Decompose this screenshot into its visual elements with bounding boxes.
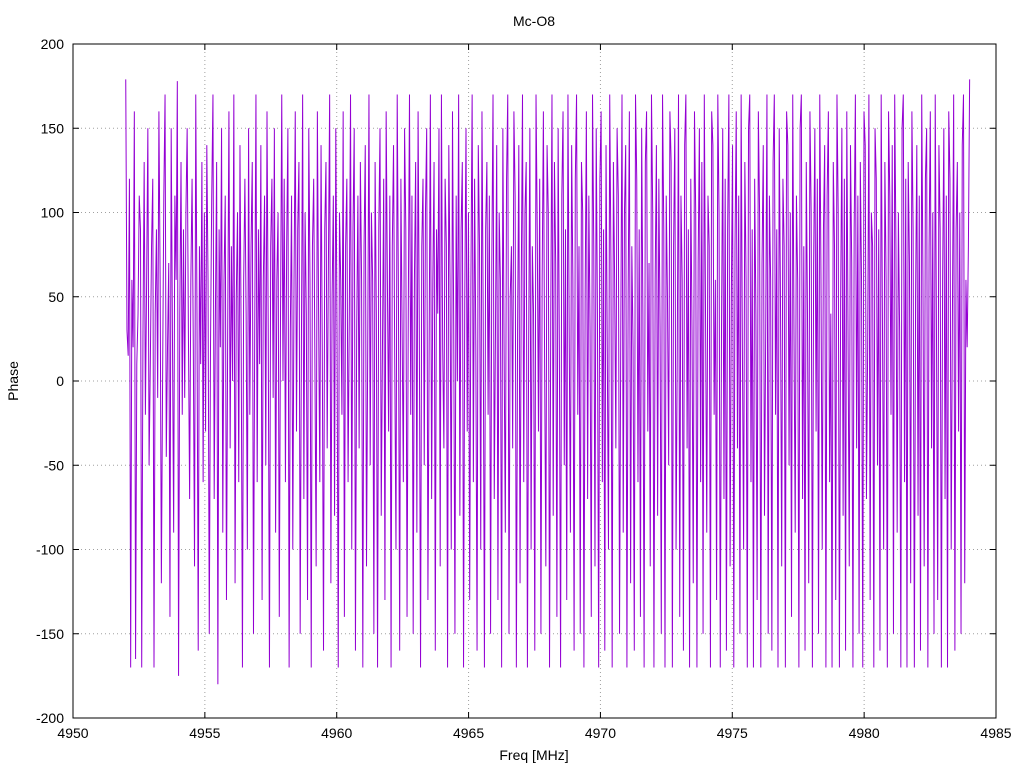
- x-tick-label: 4965: [453, 725, 484, 741]
- x-axis-label: Freq [MHz]: [499, 747, 568, 763]
- y-tick-label: 0: [56, 373, 64, 389]
- phase-series-line: [125, 79, 971, 685]
- x-tick-label: 4985: [980, 725, 1011, 741]
- y-tick-label: 200: [41, 36, 65, 52]
- y-tick-label: 100: [41, 205, 65, 221]
- y-axis-label: Phase: [5, 361, 21, 401]
- x-tick-label: 4960: [321, 725, 352, 741]
- chart-title: Mc-O8: [513, 13, 555, 29]
- y-tick-label: -100: [36, 542, 64, 558]
- x-tick-label: 4980: [849, 725, 880, 741]
- y-tick-label: -200: [36, 710, 64, 726]
- x-tick-label: 4970: [585, 725, 616, 741]
- series-layer: [125, 79, 971, 685]
- y-tick-label: -50: [44, 457, 64, 473]
- y-tick-label: -150: [36, 626, 64, 642]
- y-tick-label: 50: [48, 289, 64, 305]
- x-tick-label: 4950: [57, 725, 88, 741]
- y-tick-label: 150: [41, 120, 65, 136]
- x-tick-label: 4975: [717, 725, 748, 741]
- axis-ticks: 4950 4955 4960 4965 4970 4975 4980 4985 -200 -150…: [36, 36, 1012, 741]
- x-tick-label: 4955: [189, 725, 220, 741]
